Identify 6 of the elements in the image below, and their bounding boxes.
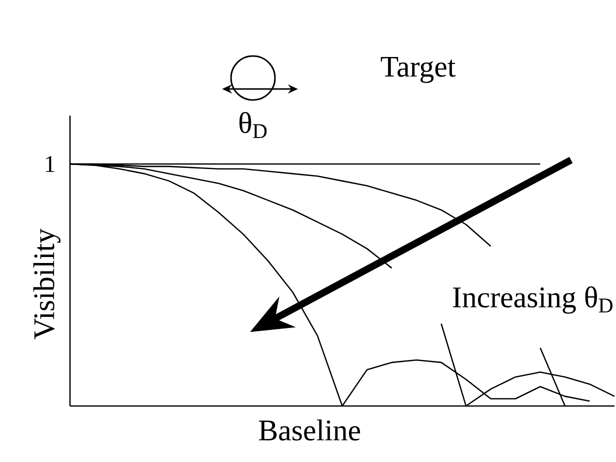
y-axis-title: Visibility — [33, 228, 60, 340]
text: θ$_{D}$ — [239, 112, 267, 138]
x-axis-title: Baseline — [258, 420, 360, 441]
text: Target — [380, 56, 456, 84]
text: 1 — [46, 156, 54, 172]
annotation: Increasing θ$_{D}$ — [453, 286, 612, 314]
